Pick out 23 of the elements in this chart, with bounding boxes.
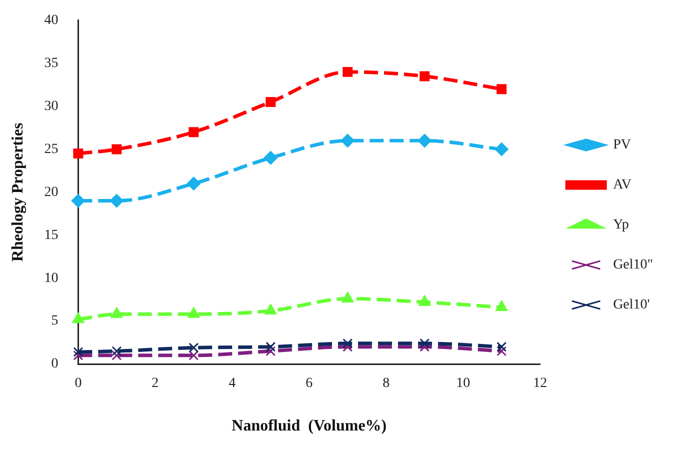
x-tick-label: 2: [152, 376, 159, 392]
x-tick-label: 0: [74, 376, 82, 392]
y-tick-label: 20: [44, 184, 58, 200]
y-axis-title: Rheology Properties: [10, 122, 27, 262]
y-tick-label: 35: [44, 56, 58, 72]
x-tick-label: 12: [533, 376, 548, 392]
y-tick-label: 5: [51, 314, 58, 329]
legend-label: Gel10': [613, 298, 650, 313]
y-tick-label: 0: [51, 356, 58, 372]
x-tick-label: 10: [456, 376, 470, 392]
y-tick-label: 40: [44, 13, 58, 28]
legend-label: PV: [613, 138, 631, 153]
x-axis-title: Nanofluid (Volume%): [232, 418, 387, 435]
legend-label: Yp: [613, 218, 629, 233]
y-tick-label: 15: [44, 228, 58, 243]
x-tick-label: 4: [228, 376, 236, 392]
y-tick-label: 30: [44, 98, 58, 114]
y-tick-label: 25: [44, 142, 58, 157]
x-tick-label: 6: [306, 376, 313, 392]
legend-label: AV: [613, 178, 632, 193]
legend-label: Gel10": [613, 258, 654, 273]
x-tick-label: 8: [382, 376, 390, 392]
y-tick-label: 10: [44, 270, 58, 286]
